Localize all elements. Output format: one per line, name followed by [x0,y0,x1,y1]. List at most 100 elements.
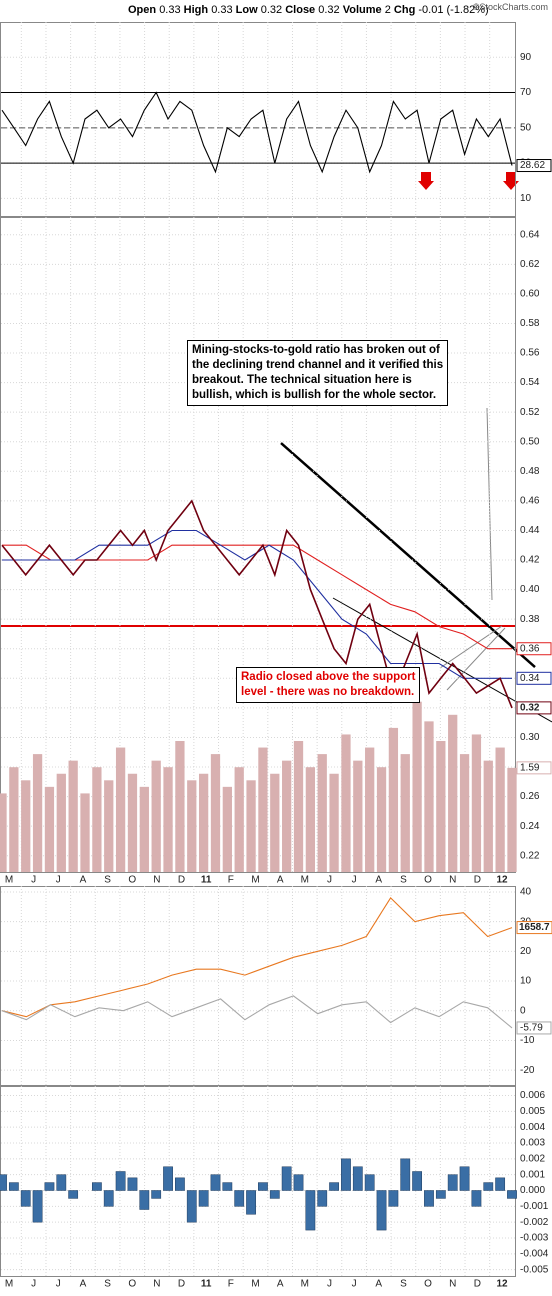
quote-label: Close [285,4,316,16]
y-tick-label: 0.64 [520,229,540,240]
y-tick-label: 0.54 [520,377,540,388]
quote-label: Low [235,4,258,16]
bar [68,760,78,872]
series-line [1,897,513,1018]
y-tick-label: 0.44 [520,525,540,536]
bar [127,773,138,872]
bar [305,1190,316,1231]
bar [80,793,90,872]
bar [352,1166,363,1191]
bar [459,1166,470,1191]
bar [447,1174,458,1191]
quote-value: 0.32 [260,4,283,16]
bar [210,754,221,872]
bar [329,1182,339,1191]
y-tick-label: 0.52 [520,407,540,418]
y-tick-label: 0.22 [520,850,540,861]
bar [186,1190,197,1223]
last-value-label: 1658.7 [519,922,550,933]
annotation-line: level - there was no breakdown. [241,686,415,698]
bar [376,1190,387,1231]
y-tick-label: -0.003 [520,1233,549,1244]
pointer-line [439,625,503,669]
value-box [516,159,552,173]
x-tick-label: J [352,875,357,886]
x-tick-label: M [5,1279,13,1290]
y-tick-label: 0.50 [520,436,540,447]
bar [163,1166,173,1191]
x-tick-label: A [375,875,382,886]
bar [412,1171,423,1191]
bar [115,747,126,872]
bar [234,1190,245,1207]
bar [8,1182,19,1191]
bar [21,780,31,872]
bar [246,1190,256,1215]
y-tick-label: 50 [520,122,532,133]
bar [495,747,505,872]
value-box [516,642,552,656]
value-box [516,671,552,685]
bar [329,773,339,872]
x-tick-label: D [178,1279,185,1290]
quote-item: Volume 2 [343,4,394,16]
x-tick-label: N [153,1279,160,1290]
y-tick-label: 10 [520,193,532,204]
bar [91,1182,102,1191]
value-box [516,921,552,935]
annotation: Mining-stocks-to-gold ratio has broken o… [187,340,449,406]
arrow [418,172,434,190]
y-tick-label: 90 [520,52,532,63]
y-tick-label: 0.005 [520,1106,545,1117]
bar [32,754,43,872]
y-tick-label: 0.30 [520,732,540,743]
x-tick-label: S [104,1279,111,1290]
bar [459,754,470,872]
y-tick-label: -10 [520,1035,535,1046]
series-line [1,995,513,1029]
y-tick-label: -0.001 [520,1201,549,1212]
quote-item: Chg -0.01 (-1.82%) [394,4,489,16]
y-tick-label: 40 [520,887,532,898]
annotation: Radio closed above the support level - th… [236,667,421,703]
quote-value: 0.33 [211,4,233,16]
bar [270,773,280,872]
quote-label: High [183,4,209,16]
bar [198,1190,209,1207]
x-tick-label: A [375,1279,382,1290]
bar [305,767,316,872]
panel: 0.006 0.005 0.004 0.003 0.002 0.001 0.000 -0.00… [0,1086,549,1290]
quote-value: 0.32 [318,4,340,16]
y-tick-label: -20 [520,1065,535,1076]
y-tick-label: 70 [520,87,532,98]
x-tick-label: F [228,1279,234,1290]
panel: 0.64 0.62 0.60 0.58 0.56 0.54 0.52 0.50 0.48 0.46… [0,217,552,886]
x-tick-label: 12 [496,875,508,886]
y-tick-label: 0.24 [520,821,540,832]
bar [281,1166,292,1191]
y-tick-label: -0.005 [520,1264,549,1275]
series-line [2,544,512,650]
x-tick-label: J [327,1279,332,1290]
bar [400,754,410,872]
annotation-line: breakout. The technical situation here i… [192,374,412,386]
bar [175,1177,185,1191]
y-tick-label: 0.26 [520,791,540,802]
bar [9,767,19,872]
quote-value: -0.01 (-1.82%) [418,4,489,16]
y-tick-label: 0.003 [520,1138,545,1149]
bar [0,793,7,872]
panel-frame [0,22,516,217]
x-tick-label: 11 [201,875,212,886]
y-tick-label: 0.58 [520,318,540,329]
x-tick-label: J [56,875,61,886]
y-tick-label: 0.004 [520,1122,545,1133]
bar [222,786,232,872]
x-tick-label: J [352,1279,357,1290]
bar [317,1190,328,1207]
pointer-line [446,627,506,691]
x-tick-label: O [424,1279,432,1290]
x-tick-label: J [31,875,36,886]
y-tick-label: 0.42 [520,555,540,566]
